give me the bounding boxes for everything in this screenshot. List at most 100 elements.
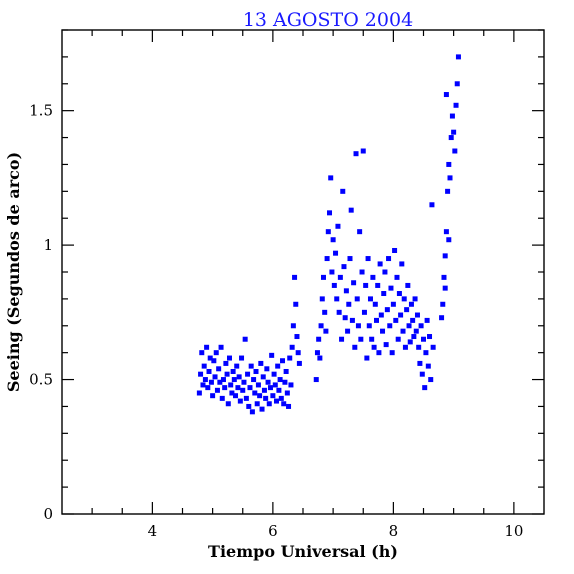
data-point — [327, 210, 333, 216]
data-point — [288, 382, 294, 388]
data-point — [378, 312, 384, 318]
data-point — [423, 350, 429, 356]
data-point — [347, 256, 353, 262]
data-point — [340, 188, 346, 194]
data-point — [418, 323, 424, 329]
data-point — [248, 363, 254, 369]
data-point — [424, 317, 430, 323]
data-point — [442, 285, 448, 291]
x-tick-label: 8 — [389, 522, 399, 540]
data-point — [199, 350, 205, 356]
data-point — [269, 352, 275, 358]
data-point — [390, 301, 396, 307]
data-point — [216, 366, 222, 372]
data-point — [236, 374, 242, 380]
data-point — [206, 368, 212, 374]
data-point — [229, 390, 235, 396]
data-point — [341, 264, 347, 270]
data-point — [357, 229, 363, 235]
data-point — [320, 274, 326, 280]
data-point — [411, 334, 417, 340]
data-point — [207, 355, 213, 361]
data-point — [246, 403, 252, 409]
data-point — [392, 247, 398, 253]
data-point — [425, 363, 431, 369]
data-point — [322, 309, 328, 315]
data-point — [452, 148, 458, 154]
data-point — [296, 360, 302, 366]
data-point — [243, 395, 249, 401]
data-point — [231, 377, 237, 383]
data-point — [201, 363, 207, 369]
data-point — [204, 344, 210, 350]
data-point — [422, 385, 428, 391]
data-point — [416, 344, 422, 350]
data-point — [251, 377, 257, 383]
data-point — [277, 377, 283, 383]
scatter-points — [196, 54, 461, 415]
data-point — [376, 350, 382, 356]
data-point — [281, 401, 287, 407]
data-point — [247, 385, 253, 391]
data-point — [386, 256, 392, 262]
data-point — [343, 288, 349, 294]
x-axis-label: Tiempo Universal (h) — [208, 542, 398, 561]
data-point — [371, 344, 377, 350]
data-point — [249, 409, 255, 415]
data-point — [372, 301, 378, 307]
data-point — [213, 350, 219, 356]
data-point — [388, 285, 394, 291]
data-point — [398, 312, 404, 318]
data-point — [214, 387, 220, 393]
data-point — [319, 296, 325, 302]
data-point — [334, 296, 340, 302]
data-point — [318, 323, 324, 329]
data-point — [342, 315, 348, 321]
data-point — [287, 355, 293, 361]
data-point — [212, 374, 218, 380]
data-point — [455, 54, 461, 60]
data-point — [254, 401, 260, 407]
data-point — [196, 390, 202, 396]
y-tick-label: 0.5 — [29, 371, 53, 389]
data-point — [441, 274, 447, 280]
data-point — [282, 379, 288, 385]
data-point — [402, 344, 408, 350]
data-point — [257, 393, 263, 399]
data-point — [412, 296, 418, 302]
data-point — [202, 377, 208, 383]
data-point — [349, 317, 355, 323]
data-point — [224, 371, 230, 377]
data-point — [345, 328, 351, 334]
data-point — [331, 282, 337, 288]
data-point — [259, 406, 265, 412]
data-point — [358, 336, 364, 342]
data-point — [314, 350, 320, 356]
data-point — [429, 202, 435, 208]
plot-frame — [61, 29, 545, 515]
data-point — [264, 366, 270, 372]
data-point — [352, 344, 358, 350]
data-point — [355, 323, 361, 329]
axis-ticks — [62, 29, 544, 515]
data-point — [346, 301, 352, 307]
data-point — [294, 334, 300, 340]
data-point — [323, 328, 329, 334]
data-point — [384, 307, 390, 313]
data-point — [419, 371, 425, 377]
data-point — [219, 395, 225, 401]
data-point — [375, 282, 381, 288]
data-point — [361, 309, 367, 315]
data-point — [447, 175, 453, 181]
data-point — [336, 309, 342, 315]
data-point — [258, 360, 264, 366]
y-tick-label: 1 — [43, 236, 53, 254]
data-point — [276, 387, 282, 393]
data-point — [230, 368, 236, 374]
data-point — [293, 301, 299, 307]
data-point — [234, 363, 240, 369]
data-point — [446, 161, 452, 167]
data-point — [278, 395, 284, 401]
data-point — [448, 135, 454, 141]
